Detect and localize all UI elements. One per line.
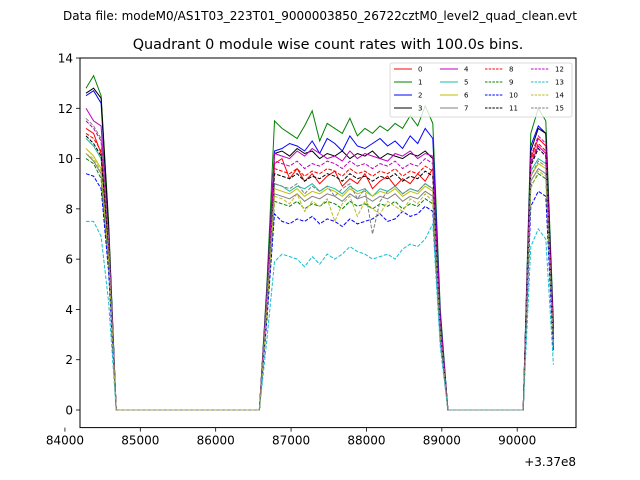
legend-label: 7 (464, 105, 468, 113)
legend-label: 3 (418, 105, 422, 113)
plot-frame (79, 57, 577, 429)
series-line-6 (85, 148, 554, 411)
series-line-9 (85, 158, 554, 411)
legend-label: 9 (509, 79, 513, 87)
series-line-13 (86, 220, 554, 411)
legend-label: 14 (555, 92, 564, 100)
series-line-10 (85, 173, 554, 411)
legend-label: 6 (464, 92, 469, 100)
x-tick-label: 88000 (347, 434, 385, 448)
x-tick-label: 90000 (498, 434, 536, 448)
series-line-3 (85, 87, 554, 411)
series-line-2 (85, 89, 554, 411)
legend-label: 0 (418, 66, 422, 74)
y-tick-label: 4 (65, 303, 73, 317)
y-axis: 0 2 4 6 8 10 12 14 (58, 52, 80, 418)
series-line-11 (85, 135, 554, 411)
x-tick-label: 85000 (121, 434, 159, 448)
series-line-12 (85, 120, 554, 411)
legend-label: 5 (464, 79, 468, 87)
y-tick-label: 10 (58, 152, 73, 166)
y-tick-label: 6 (65, 253, 73, 267)
legend-label: 15 (555, 105, 564, 113)
series-line-14 (85, 153, 554, 411)
legend-label: 4 (464, 66, 469, 74)
legend-label: 12 (555, 66, 564, 74)
legend-label: 1 (418, 79, 422, 87)
series-line-8 (85, 132, 554, 411)
figure-suptitle: Data file: modeM0/AS1T03_223T01_90000038… (63, 9, 577, 23)
y-tick-label: 12 (58, 102, 73, 116)
series-line-0 (85, 127, 554, 411)
legend-label: 8 (509, 66, 513, 74)
x-tick-label: 84000 (46, 434, 84, 448)
series-line-7 (85, 153, 554, 411)
series-line-15 (85, 117, 554, 411)
y-tick-label: 8 (65, 202, 73, 216)
legend-label: 2 (418, 92, 422, 100)
x-tick-label: 86000 (197, 434, 235, 448)
x-offset-label: +3.37e8 (524, 455, 576, 469)
series-line-4 (85, 108, 554, 411)
x-tick-label: 89000 (423, 434, 461, 448)
y-tick-label: 14 (58, 52, 73, 66)
legend-label: 13 (555, 79, 564, 87)
series-line-1 (85, 74, 554, 411)
legend-label: 11 (509, 105, 518, 113)
legend-box (389, 62, 573, 118)
chart-title: Quadrant 0 module wise count rates with … (133, 37, 524, 53)
x-tick-label: 87000 (272, 434, 310, 448)
y-tick-label: 0 (65, 404, 73, 418)
x-axis: 84000 85000 86000 87000 88000 89000 90000 (46, 427, 536, 448)
series-layer (85, 74, 554, 411)
y-tick-label: 2 (65, 353, 73, 367)
legend-label: 10 (509, 92, 518, 100)
